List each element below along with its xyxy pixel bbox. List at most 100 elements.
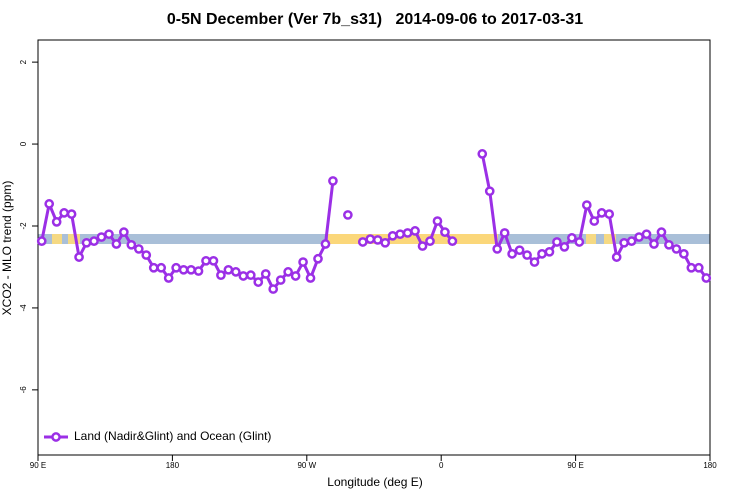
point [671,244,682,254]
point [604,209,615,219]
point [275,275,286,285]
x-tick-label: 180 [703,461,717,470]
point [387,230,398,241]
point [96,232,107,242]
y-tick-label: -2 [19,222,28,230]
point [365,234,376,244]
point [484,186,495,197]
point [51,217,62,227]
point [231,267,241,277]
point [402,228,413,238]
point [499,228,510,238]
point [357,237,368,247]
point [380,237,391,248]
point [589,216,600,226]
point [313,253,323,264]
chart-title: 0-5N December (Ver 7b_s31) 2014-09-06 to… [167,11,583,28]
plot-frame [37,39,711,456]
point [253,277,264,287]
point [260,269,271,279]
x-tick-label: 90 W [297,461,316,470]
point [201,255,211,266]
point [44,199,55,209]
point [492,244,503,254]
y-tick-label: 2 [19,59,28,64]
legend-label: Land (Nadir&Glint) and Ocean (Glint) [74,429,271,443]
point [552,237,562,247]
point [133,244,144,254]
x-tick-label: 90 E [567,461,583,470]
point [163,273,174,283]
point [581,200,592,210]
point [619,237,629,248]
x-tick-label: 0 [439,461,444,470]
point [208,255,219,266]
point [372,235,383,245]
point [417,241,428,251]
point [432,216,443,226]
point [245,270,256,281]
point [544,246,555,257]
point [283,267,293,277]
point [36,236,47,247]
point [223,264,234,275]
land-band [586,234,596,244]
point [238,271,249,281]
point [440,227,450,237]
point [193,266,204,276]
point [693,262,704,273]
point [514,245,525,256]
point [679,248,689,259]
point [59,208,69,218]
point [634,232,644,242]
legend-item: Land (Nadir&Glint) and Ocean (Glint) [44,429,271,443]
point [522,250,532,260]
x-tick-label: 180 [166,461,180,470]
y-tick-label: -6 [19,386,28,394]
point [477,149,488,159]
point [567,233,577,243]
point [529,257,540,267]
point [320,239,331,249]
point [126,239,137,250]
point [410,226,420,236]
point [171,262,181,273]
point [343,210,353,220]
point [701,273,712,283]
point [74,252,84,262]
point [559,242,570,252]
land-band [328,234,498,244]
point [156,262,167,273]
point [664,239,674,250]
point [141,250,152,260]
point [425,236,435,247]
point [186,264,196,275]
land-band [52,234,62,244]
point [290,271,301,281]
point [626,236,637,247]
point [596,208,607,218]
land-band [604,234,616,244]
x-tick-label: 90 E [30,461,46,470]
legend-marker [51,432,61,442]
point [656,227,667,237]
land-band [68,234,80,244]
point [148,262,159,273]
point [328,176,338,186]
point [507,248,517,259]
point [178,264,189,275]
point [298,257,308,267]
point [447,236,458,247]
y-tick-label: 0 [19,141,28,146]
point [537,248,547,259]
point [611,252,622,262]
point [641,229,652,240]
point [649,239,659,249]
point [216,270,226,281]
point [395,229,405,240]
point [119,227,129,237]
y-tick-label: -4 [19,304,28,312]
point [81,237,92,248]
